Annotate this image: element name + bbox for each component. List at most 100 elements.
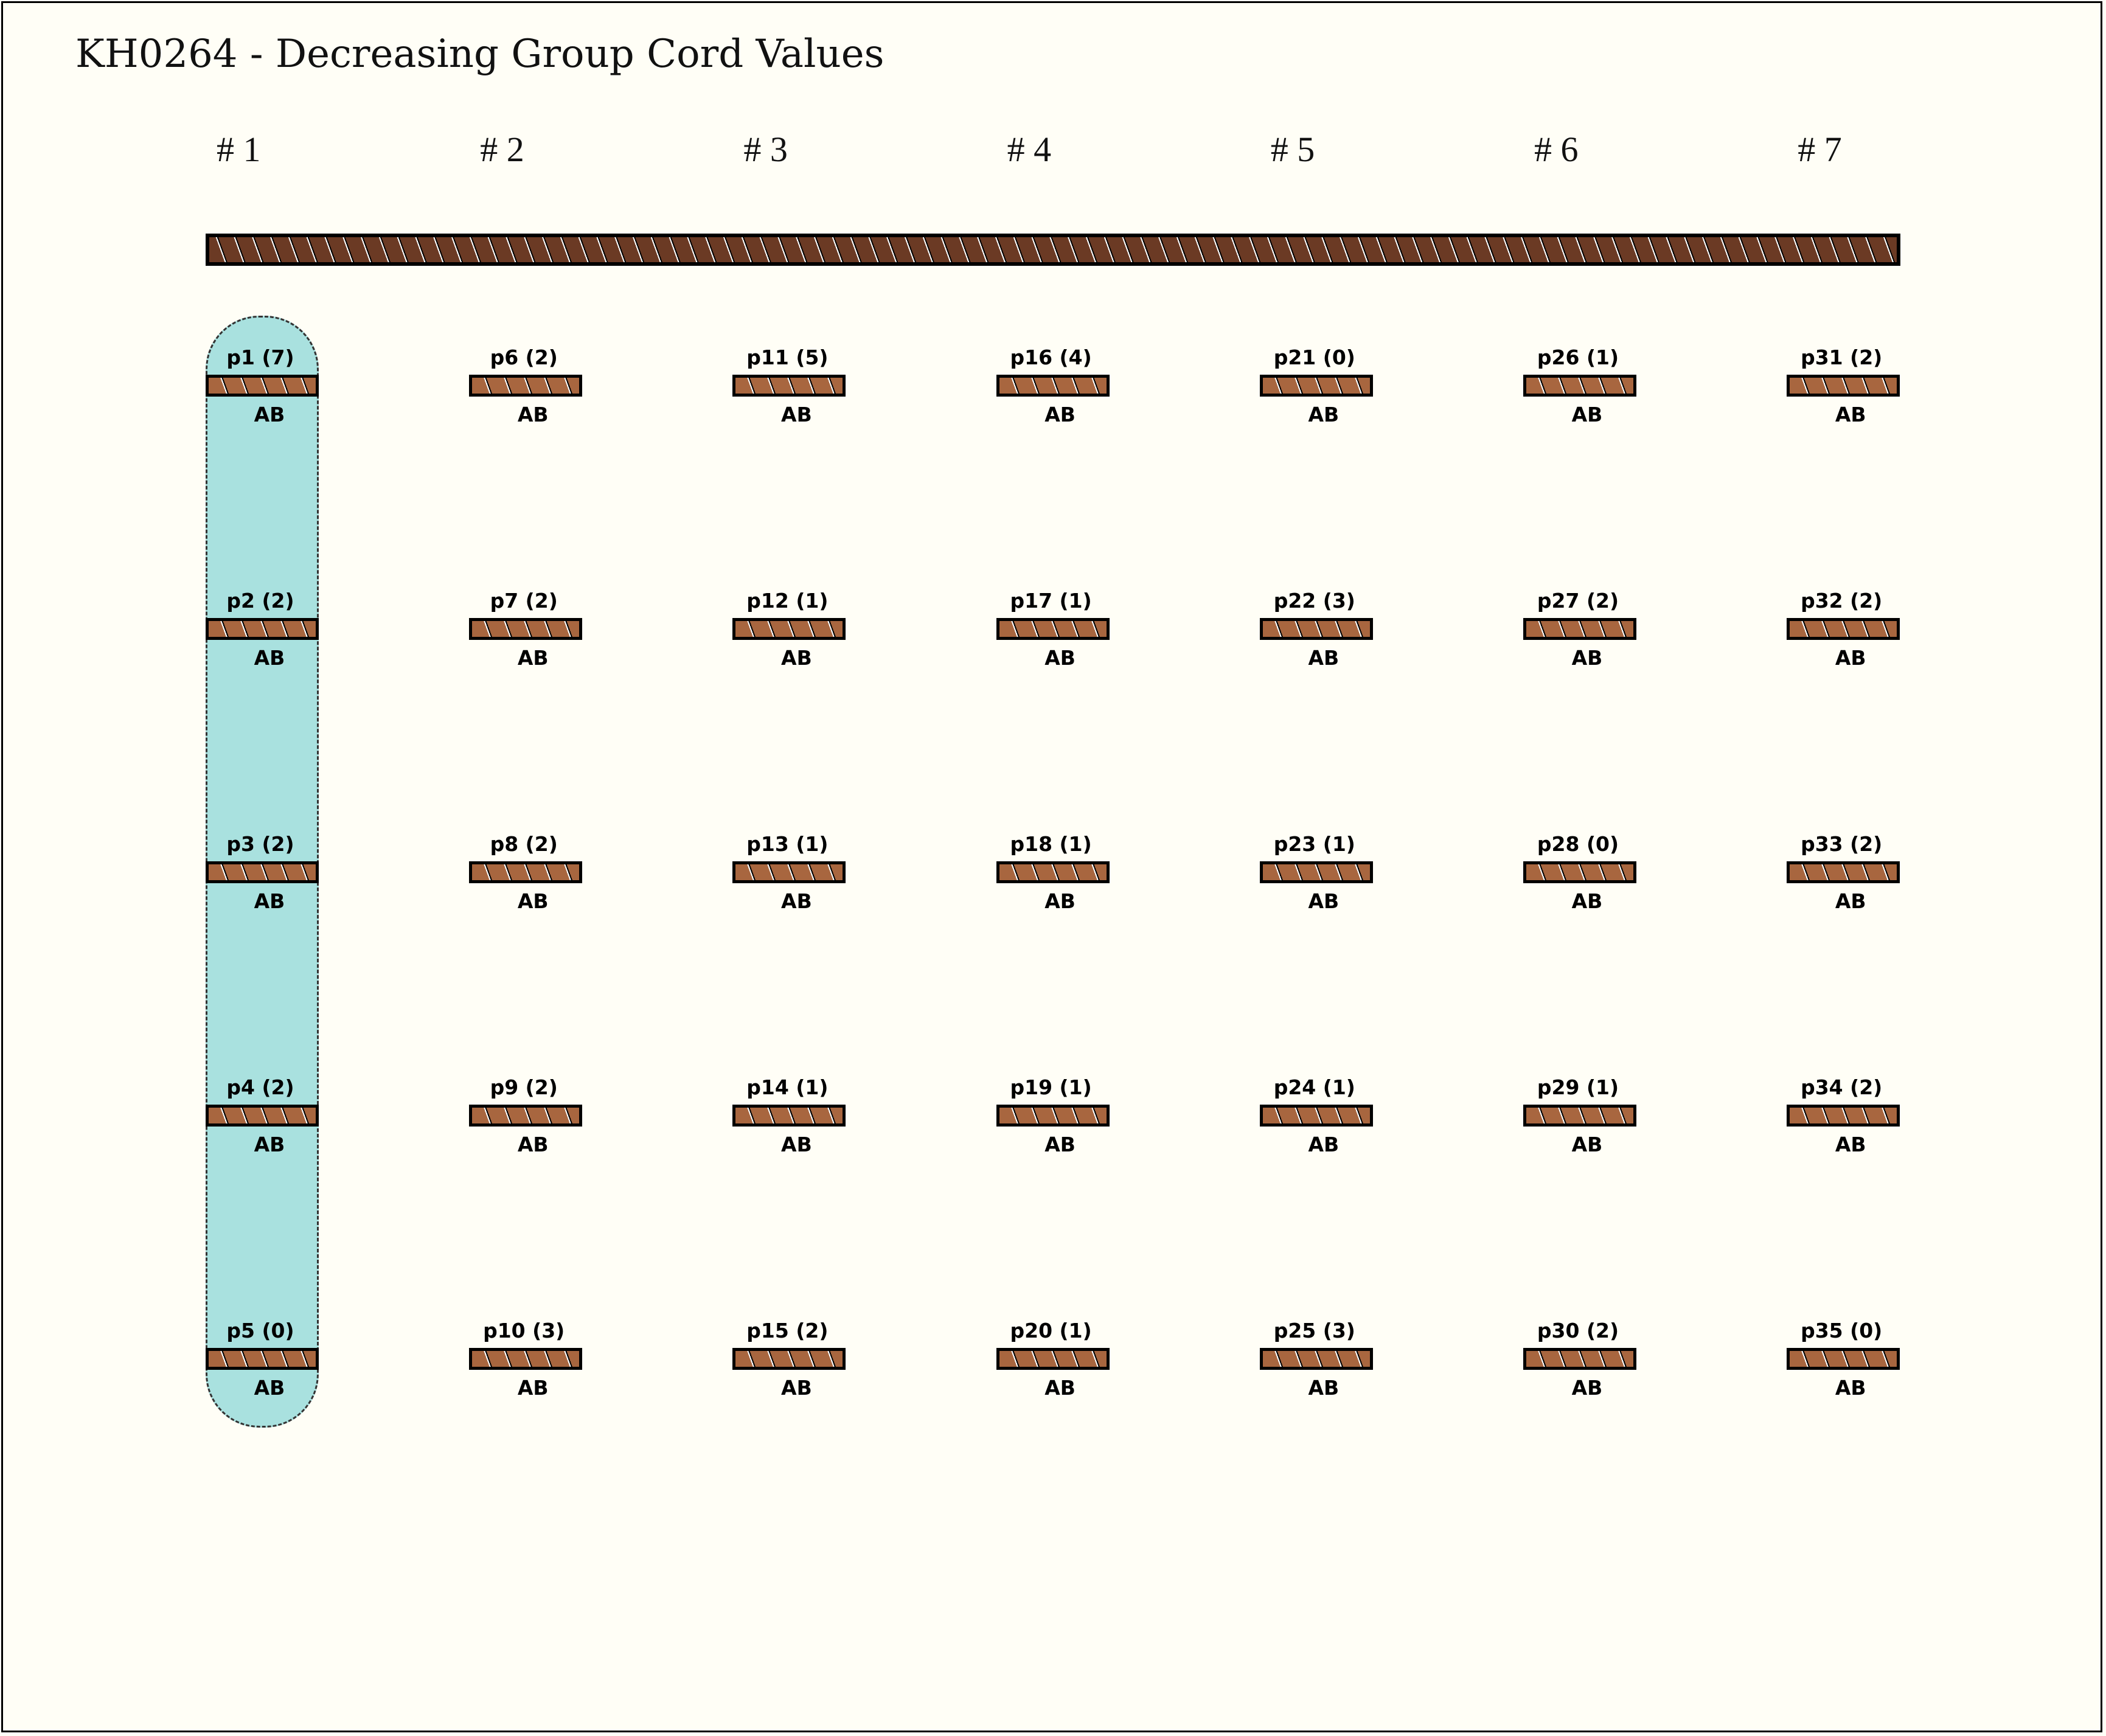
pendant-cord xyxy=(469,618,583,640)
pendant-color-code: AB xyxy=(1044,1133,1076,1156)
pendant-color-code: AB xyxy=(1835,1133,1866,1156)
pendant-cord xyxy=(469,1348,583,1370)
pendant-cord xyxy=(996,618,1110,640)
pendant-cord xyxy=(1523,375,1636,397)
pendant-label: p35 (0) xyxy=(1801,1319,1883,1342)
pendant-color-code: AB xyxy=(781,1376,812,1400)
pendant-cord xyxy=(1259,1105,1373,1127)
pendant-color-code: AB xyxy=(254,889,285,913)
pendant-cord xyxy=(732,861,846,883)
group-label: # 2 xyxy=(480,130,524,169)
pendant-label: p10 (3) xyxy=(483,1319,565,1342)
pendant-cord xyxy=(206,1105,319,1127)
pendant-label: p18 (1) xyxy=(1010,832,1092,856)
pendant-cord xyxy=(1523,1348,1636,1370)
pendant-label: p24 (1) xyxy=(1273,1075,1355,1099)
group-label: # 6 xyxy=(1534,130,1579,169)
pendant-cord xyxy=(206,618,319,640)
pendant-label: p33 (2) xyxy=(1801,832,1883,856)
pendant-color-code: AB xyxy=(254,646,285,670)
pendant-cord xyxy=(1259,618,1373,640)
pendant-color-code: AB xyxy=(517,1133,549,1156)
pendant-cord xyxy=(1259,375,1373,397)
pendant-cord xyxy=(1259,861,1373,883)
pendant-label: p14 (1) xyxy=(746,1075,829,1099)
pendant-color-code: AB xyxy=(517,889,549,913)
pendant-color-code: AB xyxy=(1835,1376,1866,1400)
pendant-color-code: AB xyxy=(1571,1376,1603,1400)
pendant-color-code: AB xyxy=(1308,1133,1340,1156)
pendant-label: p15 (2) xyxy=(746,1319,829,1342)
pendant-color-code: AB xyxy=(1835,403,1866,426)
pendant-cord xyxy=(206,375,319,397)
pendant-cord xyxy=(1787,861,1900,883)
pendant-color-code: AB xyxy=(1044,1376,1076,1400)
pendant-color-code: AB xyxy=(1308,1376,1340,1400)
main-cord xyxy=(206,234,1900,266)
pendant-color-code: AB xyxy=(1044,889,1076,913)
pendant-color-code: AB xyxy=(1571,889,1603,913)
pendant-label: p11 (5) xyxy=(746,345,829,369)
pendant-color-code: AB xyxy=(254,1376,285,1400)
pendant-label: p8 (2) xyxy=(490,832,558,856)
pendant-color-code: AB xyxy=(1308,646,1340,670)
pendant-cord xyxy=(469,1105,583,1127)
pendant-cord xyxy=(469,861,583,883)
pendant-color-code: AB xyxy=(781,403,812,426)
pendant-label: p23 (1) xyxy=(1273,832,1355,856)
pendant-color-code: AB xyxy=(781,1133,812,1156)
pendant-cord xyxy=(1259,1348,1373,1370)
pendant-color-code: AB xyxy=(1835,889,1866,913)
pendant-label: p34 (2) xyxy=(1801,1075,1883,1099)
pendant-label: p7 (2) xyxy=(490,589,558,613)
pendant-cord xyxy=(732,1105,846,1127)
pendant-color-code: AB xyxy=(1308,403,1340,426)
pendant-label: p22 (3) xyxy=(1273,589,1355,613)
pendant-color-code: AB xyxy=(517,403,549,426)
page-title: KH0264 - Decreasing Group Cord Values xyxy=(75,32,884,77)
pendant-cord xyxy=(996,375,1110,397)
pendant-cord xyxy=(732,618,846,640)
pendant-color-code: AB xyxy=(1308,889,1340,913)
pendant-cord xyxy=(996,1348,1110,1370)
pendant-cord xyxy=(996,1105,1110,1127)
pendant-cord xyxy=(1787,1348,1900,1370)
group-label: # 1 xyxy=(217,130,261,169)
pendant-label: p3 (2) xyxy=(226,832,294,856)
pendant-color-code: AB xyxy=(781,646,812,670)
pendant-color-code: AB xyxy=(1571,403,1603,426)
pendant-color-code: AB xyxy=(517,1376,549,1400)
pendant-label: p19 (1) xyxy=(1010,1075,1092,1099)
pendant-label: p5 (0) xyxy=(226,1319,294,1342)
pendant-cord xyxy=(732,375,846,397)
pendant-cord xyxy=(996,861,1110,883)
pendant-cord xyxy=(206,861,319,883)
pendant-color-code: AB xyxy=(781,889,812,913)
pendant-label: p26 (1) xyxy=(1537,345,1619,369)
group-label: # 7 xyxy=(1798,130,1842,169)
pendant-cord xyxy=(1523,618,1636,640)
group-label: # 3 xyxy=(743,130,788,169)
pendant-label: p25 (3) xyxy=(1273,1319,1355,1342)
pendant-color-code: AB xyxy=(1044,646,1076,670)
pendant-color-code: AB xyxy=(1044,403,1076,426)
pendant-label: p16 (4) xyxy=(1010,345,1092,369)
pendant-label: p32 (2) xyxy=(1801,589,1883,613)
pendant-cord xyxy=(1787,1105,1900,1127)
pendant-label: p20 (1) xyxy=(1010,1319,1092,1342)
pendant-color-code: AB xyxy=(254,1133,285,1156)
pendant-cord xyxy=(1523,861,1636,883)
pendant-cord xyxy=(732,1348,846,1370)
pendant-label: p28 (0) xyxy=(1537,832,1619,856)
pendant-label: p27 (2) xyxy=(1537,589,1619,613)
pendant-label: p29 (1) xyxy=(1537,1075,1619,1099)
pendant-cord xyxy=(469,375,583,397)
pendant-label: p2 (2) xyxy=(226,589,294,613)
pendant-label: p1 (7) xyxy=(226,345,294,369)
group-label: # 4 xyxy=(1007,130,1052,169)
pendant-label: p12 (1) xyxy=(746,589,829,613)
pendant-color-code: AB xyxy=(517,646,549,670)
pendant-label: p17 (1) xyxy=(1010,589,1092,613)
pendant-label: p31 (2) xyxy=(1801,345,1883,369)
